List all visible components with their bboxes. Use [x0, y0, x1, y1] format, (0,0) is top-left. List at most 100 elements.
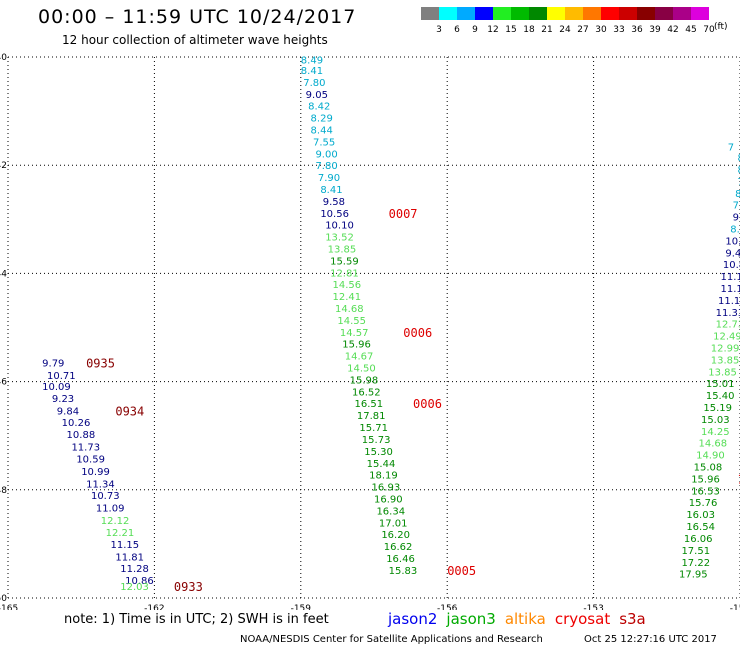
- wave-height-label: 16.93: [372, 483, 401, 494]
- wave-height-label: 16.06: [684, 534, 713, 545]
- satellite-legend-item: altika: [504, 610, 546, 628]
- wave-height-label: 8.44: [311, 125, 333, 136]
- y-tick-label: 44: [0, 269, 7, 279]
- color-scale-label: 15: [505, 25, 516, 35]
- wave-height-label: 15.96: [691, 474, 720, 485]
- wave-height-label: 7: [738, 177, 740, 188]
- color-scale-label: 36: [631, 25, 643, 35]
- wave-height-label: 16.54: [686, 522, 715, 533]
- wave-height-label: 9.23: [52, 394, 74, 405]
- wave-height-label: 15.96: [342, 340, 371, 351]
- color-swatch: [547, 7, 565, 20]
- wave-height-label: 15.08: [694, 463, 723, 474]
- color-swatch: [637, 7, 655, 20]
- wave-height-label: 9.4: [725, 248, 740, 259]
- color-swatch: [691, 7, 709, 20]
- wave-height-label: 15.98: [350, 375, 379, 386]
- wave-height-label: 17.95: [679, 570, 708, 581]
- color-scale-label: 27: [577, 25, 588, 35]
- color-scale-units: (ft): [714, 22, 728, 32]
- wave-height-label: 10.99: [81, 467, 110, 478]
- credit-line: NOAA/NESDIS Center for Satellite Applica…: [240, 634, 543, 645]
- wave-height-label: 17.51: [681, 546, 710, 557]
- wave-height-label: 13.85: [711, 355, 740, 366]
- page-title: 00:00 – 11:59 UTC 10/24/2017: [38, 6, 357, 28]
- wave-height-label: 8.41: [320, 185, 342, 196]
- x-tick-label: -153: [583, 604, 603, 610]
- wave-height-label: 14.67: [345, 352, 374, 363]
- wave-height-label: 7.: [733, 201, 740, 212]
- wave-height-label: 9.84: [57, 406, 79, 417]
- color-scale-label: 30: [595, 25, 607, 35]
- wave-height-label: 12.12: [101, 516, 130, 527]
- wave-height-label: 15.01: [706, 379, 735, 390]
- wave-height-label: 10.88: [67, 430, 96, 441]
- color-scale-legend: 3 6 9 12 15 18 21 24 27 30 33 36 39 42 45 70: [421, 7, 715, 35]
- pass-time-label: 0006: [403, 326, 432, 340]
- wave-height-label: 16.34: [376, 506, 405, 517]
- wave-height-label: 14.57: [340, 328, 369, 339]
- color-scale-label: 12: [487, 25, 498, 35]
- wave-height-label: 11.09: [96, 504, 125, 515]
- wave-height-label: 7: [728, 142, 734, 153]
- wave-height-label: 17.01: [379, 518, 408, 529]
- wave-height-label: 10.0: [725, 236, 740, 247]
- wave-height-label: 8.41: [301, 66, 323, 77]
- color-scale-label: 3: [436, 25, 442, 35]
- wave-height-label: 15.73: [362, 435, 391, 446]
- wave-height-label: 8.29: [311, 114, 333, 125]
- track-middle: 8.498.417.809.058.428.298.447.559.007.80…: [301, 56, 417, 577]
- x-tick-label: -156: [437, 604, 458, 610]
- wave-height-label: 13.85: [328, 245, 357, 256]
- wave-height-label: 12.99: [711, 344, 740, 355]
- pass-time-label: 0933: [174, 580, 203, 594]
- wave-height-label: 15.71: [359, 423, 388, 434]
- color-scale-label: 70: [703, 25, 715, 35]
- wave-height-label: 12.73: [716, 320, 740, 331]
- wave-height-label: 15.59: [330, 256, 359, 267]
- color-scale-label: 39: [649, 25, 661, 35]
- wave-height-label: 15.76: [689, 498, 718, 509]
- wave-height-label: 9.05: [306, 90, 328, 101]
- wave-height-label: 9.00: [315, 149, 337, 160]
- wave-height-label: 10.59: [76, 454, 105, 465]
- wave-height-label: 11.28: [120, 564, 149, 575]
- wave-height-label: 11.34: [86, 479, 115, 490]
- wave-height-label: 16.53: [691, 486, 720, 497]
- wave-height-label: 7.90: [318, 173, 340, 184]
- pass-time-label: 1: [738, 472, 740, 486]
- wave-height-label: 14.25: [701, 427, 730, 438]
- page-subtitle: 12 hour collection of altimeter wave hei…: [62, 33, 328, 47]
- wave-height-label: 10.26: [62, 418, 91, 429]
- wave-height-label: 14.56: [333, 280, 362, 291]
- wave-height-label: 11.15: [110, 540, 139, 551]
- pass-time-label: 0007: [389, 207, 418, 221]
- x-tick-label: -162: [144, 604, 164, 610]
- wave-height-label: 12.81: [330, 268, 359, 279]
- satellite-legend-item: cryosat: [554, 610, 611, 628]
- wave-height-label: 15.44: [367, 459, 396, 470]
- wave-height-label: 14.50: [347, 364, 376, 375]
- color-scale-label: 24: [559, 25, 571, 35]
- wave-height-label: 8: [735, 189, 740, 200]
- wave-height-label: 16.52: [352, 387, 381, 398]
- satellite-legend-item: jason2: [388, 610, 438, 628]
- wave-height-label: 10.10: [325, 221, 354, 232]
- color-swatch: [619, 7, 637, 20]
- wave-height-label: 18.19: [369, 471, 398, 482]
- wave-height-label: 15.03: [701, 415, 730, 426]
- wave-height-label: 14.68: [699, 439, 728, 450]
- wave-height-label: 12.41: [333, 292, 362, 303]
- y-tick-label: 40: [0, 53, 7, 63]
- wave-height-label: 10.73: [91, 491, 120, 502]
- track-left: 9.7910.7110.099.239.8410.2610.8811.7310.…: [42, 359, 154, 593]
- wave-height-label: 9.58: [323, 197, 345, 208]
- wave-height-label: 15.30: [364, 447, 393, 458]
- satellite-legend-item: s3a: [619, 610, 646, 628]
- wave-height-label: 16.51: [354, 399, 383, 410]
- wave-height-label: 16.90: [374, 494, 403, 505]
- footnote: note: 1) Time is in UTC; 2) SWH is in fe…: [64, 612, 329, 627]
- wave-height-label: 14.90: [696, 451, 725, 462]
- wave-height-map[interactable]: -165 -162 -159 -156 -153 -150 40 42 44 46 48 50 9.79…: [0, 0, 740, 610]
- satellite-legend-item: jason3: [446, 610, 496, 628]
